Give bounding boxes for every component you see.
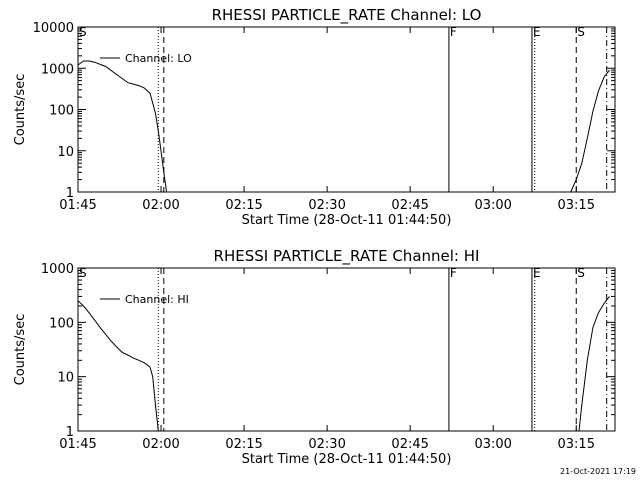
x-axis-label: Start Time (28-Oct-11 01:44:50): [242, 452, 452, 467]
x-tick-label: 03:00: [474, 198, 511, 213]
y-tick-label: 1: [66, 425, 74, 440]
y-tick-label: 100: [49, 316, 74, 331]
x-tick-label: 03:15: [558, 198, 595, 213]
series-line: [77, 60, 168, 193]
series-line: [77, 300, 159, 432]
event-marker-label: F: [450, 266, 457, 280]
x-tick-label: 02:15: [225, 198, 262, 213]
x-tick-label: 03:15: [558, 437, 595, 452]
series-line: [578, 296, 610, 432]
chart-title: RHESSI PARTICLE_RATE Channel: LO: [212, 6, 482, 25]
x-tick-label: 01:45: [59, 437, 96, 452]
y-tick-label: 10: [57, 371, 74, 386]
x-tick-label: 02:30: [308, 198, 345, 213]
x-tick-label: 01:45: [59, 198, 96, 213]
x-tick-label: 03:00: [474, 437, 511, 452]
chart-title: RHESSI PARTICLE_RATE Channel: HI: [214, 247, 480, 266]
series-line: [570, 69, 610, 193]
x-axis-label: Start Time (28-Oct-11 01:44:50): [242, 213, 452, 228]
footer-timestamp: 21-Oct-2021 17:19: [560, 467, 636, 476]
y-tick-label: 1000: [41, 62, 74, 77]
x-tick-label: 02:00: [142, 437, 179, 452]
event-marker-label: E: [533, 25, 541, 39]
event-marker-label: S: [79, 25, 87, 39]
y-tick-label: 1000: [41, 262, 74, 277]
x-tick-label: 02:15: [225, 437, 262, 452]
event-marker-label: E: [533, 266, 541, 280]
legend-label: Channel: LO: [125, 52, 192, 65]
y-tick-label: 100: [49, 104, 74, 119]
y-axis-label: Counts/sec: [13, 74, 28, 146]
legend-label: Channel: HI: [125, 293, 189, 306]
x-tick-label: 02:45: [391, 198, 428, 213]
y-tick-label: 10: [57, 145, 74, 160]
plot-frame: [77, 267, 616, 432]
x-tick-label: 02:30: [308, 437, 345, 452]
event-marker-label: S: [577, 266, 585, 280]
event-marker-label: S: [79, 266, 87, 280]
lo-channel-panel: RHESSI PARTICLE_RATE Channel: LO 01:45 02:…: [13, 6, 616, 228]
y-tick-label: 1: [66, 186, 74, 201]
event-marker-label: F: [450, 25, 457, 39]
hi-channel-panel: RHESSI PARTICLE_RATE Channel: HI 01:45 02:…: [13, 247, 616, 467]
x-tick-label: 02:00: [142, 198, 179, 213]
y-axis-label: Counts/sec: [13, 314, 28, 386]
y-tick-label: 10000: [33, 21, 74, 36]
x-tick-label: 02:45: [391, 437, 428, 452]
event-marker-label: S: [577, 25, 585, 39]
